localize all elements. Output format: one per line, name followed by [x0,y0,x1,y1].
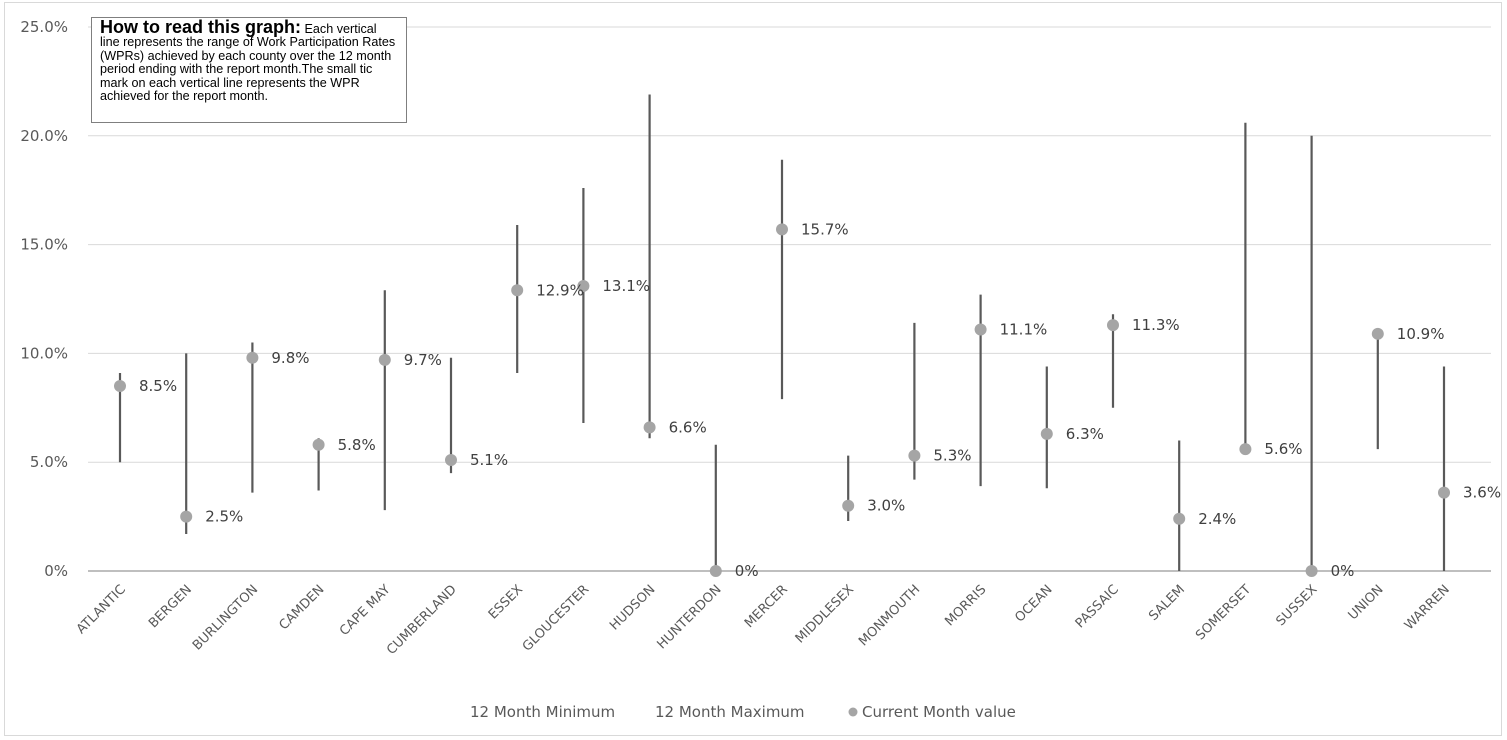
data-label: 2.4% [1198,510,1236,528]
current-month-marker [445,454,457,467]
data-label: 5.1% [470,451,508,469]
data-label: 9.8% [271,349,309,367]
data-label: 6.6% [669,418,707,436]
legend-current-marker [848,707,858,717]
x-tick-label: MERCER [742,582,791,631]
y-axis-ticks: 0% 5.0% 10.0% 15.0% 20.0% 25.0% [20,18,68,580]
data-label: 0% [1331,562,1355,580]
data-label: 5.6% [1264,440,1302,458]
data-label: 13.1% [602,277,650,295]
data-label: 11.3% [1132,316,1180,334]
y-tick-label: 15.0% [20,236,68,254]
current-month-marker [776,223,788,236]
current-month-marker [577,279,590,292]
x-tick-label: CUMBERLAND [384,582,460,658]
y-tick-label: 25.0% [20,18,68,36]
data-labels: 8.5% 2.5% 9.8% 5.8% 9.7% 5.1% 12.9% 13.1% 6.6% 0%… [139,220,1501,580]
x-tick-label: WARREN [1402,582,1453,633]
x-tick-label: MIDDLESEX [793,582,857,646]
current-month-marker [1305,565,1318,577]
data-label: 3.0% [867,497,905,515]
x-tick-label: CAPE MAY [337,582,394,639]
current-month-marker [1173,512,1186,525]
current-month-marker [246,351,259,364]
y-tick-label: 10.0% [20,344,68,362]
current-month-marker [643,421,656,434]
x-tick-label: OCEAN [1012,582,1055,625]
data-label: 8.5% [139,377,177,395]
gridlines [88,26,1491,572]
current-month-marker [974,323,987,336]
current-month-marker [1371,327,1384,340]
current-month-marker [842,499,855,512]
current-month-marker [1438,486,1450,499]
x-tick-label: HUDSON [607,582,658,633]
current-month-marker [180,510,193,523]
data-label: 2.5% [205,508,243,526]
data-label: 10.9% [1397,325,1445,343]
current-month-marker [511,284,524,297]
current-markers [114,223,1450,577]
current-month-marker [908,449,921,462]
x-tick-label: BERGEN [146,582,195,631]
x-tick-label: ESSEX [486,582,526,622]
x-tick-label: HUNTERDON [655,582,725,652]
current-month-marker [1040,427,1053,440]
note-text: Each vertical line represents the range … [100,22,396,104]
legend: 12 Month Minimum 12 Month Maximum Curren… [470,703,1016,721]
current-month-marker [312,438,325,451]
x-tick-label: GLOUCESTER [520,582,592,654]
data-label: 3.6% [1463,484,1501,502]
current-month-marker [1107,319,1119,332]
x-tick-label: ATLANTIC [74,582,129,637]
y-tick-label: 0% [44,562,68,580]
data-label: 9.7% [404,351,442,369]
x-tick-label: PASSAIC [1073,582,1122,631]
data-label: 15.7% [801,220,849,238]
x-tick-label: MORRIS [942,582,989,629]
y-tick-label: 20.0% [20,127,68,145]
data-label: 0% [735,562,759,580]
current-month-marker [378,353,391,366]
current-month-marker [1239,443,1252,456]
current-month-marker [709,565,722,577]
x-tick-label: MONMOUTH [856,582,923,649]
legend-minimum: 12 Month Minimum [470,703,615,721]
x-tick-label: CAMDEN [276,582,327,633]
range-lines [118,94,1446,571]
note-title: How to read this graph: [100,17,302,37]
legend-current: Current Month value [862,703,1016,721]
x-tick-label: UNION [1346,582,1387,623]
data-label: 5.8% [338,436,376,454]
data-label: 5.3% [933,447,971,465]
data-label: 6.3% [1066,425,1104,443]
chart-frame [4,2,1502,736]
legend-maximum: 12 Month Maximum [655,703,805,721]
data-label: 11.1% [1000,320,1048,338]
x-tick-label: SOMERSET [1193,582,1254,643]
current-month-marker [114,380,126,393]
x-tick-label: SUSSEX [1273,582,1320,629]
x-tick-label: BURLINGTON [190,582,261,653]
y-tick-label: 5.0% [30,453,68,471]
data-label: 12.9% [536,281,584,299]
x-tick-label: SALEM [1146,582,1188,624]
how-to-read-note: How to read this graph: Each vertical li… [91,17,407,123]
